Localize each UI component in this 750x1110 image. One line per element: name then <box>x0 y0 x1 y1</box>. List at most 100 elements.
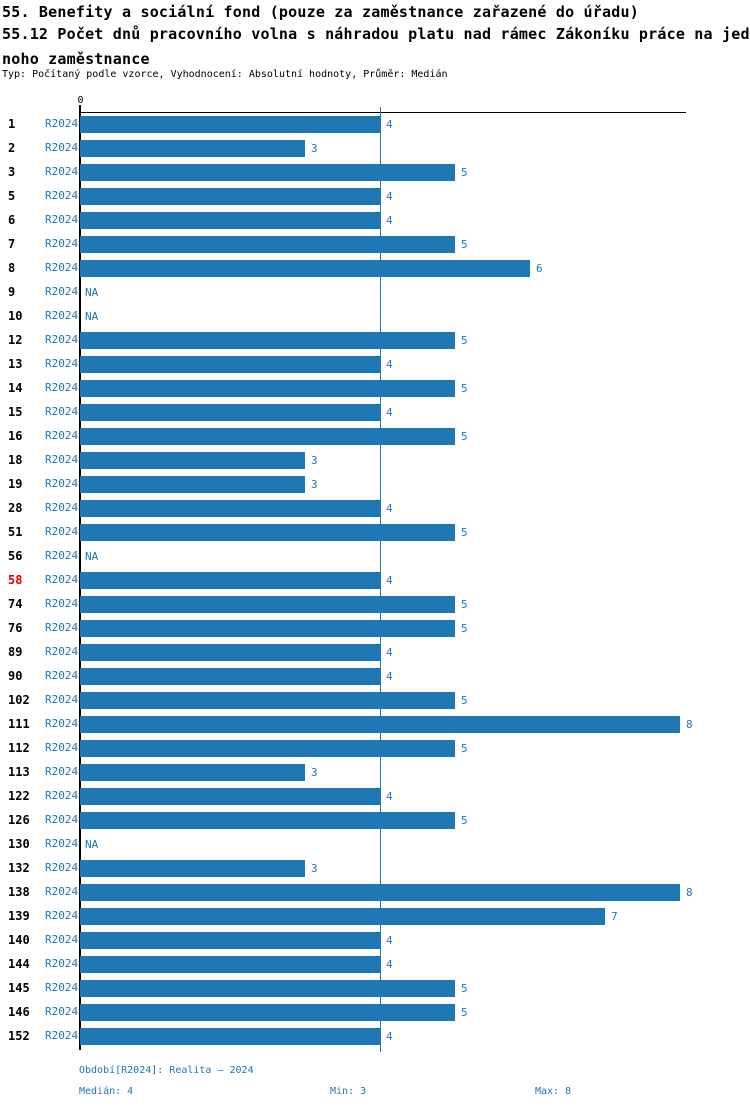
row-series-label: R2024 <box>45 957 79 970</box>
period-label: Období[R2024]: Realita – 2024 <box>79 1065 254 1076</box>
row-id-label: 138 <box>8 885 30 899</box>
row-series-label: R2024 <box>45 765 79 778</box>
row-value-label: 4 <box>386 214 393 227</box>
row-bar <box>80 116 380 133</box>
row-bar <box>80 380 455 397</box>
row-id-label: 3 <box>8 165 16 179</box>
row-value-label: 5 <box>461 166 468 179</box>
row-value-label: 4 <box>386 646 393 659</box>
row-id-label: 10 <box>8 309 23 323</box>
chart-row: 28 R2024 4 <box>0 496 750 520</box>
row-series-label: R2024 <box>45 885 79 898</box>
row-bar <box>80 812 455 829</box>
row-series-label: R2024 <box>45 573 79 586</box>
row-value-label: 5 <box>461 598 468 611</box>
row-bar <box>80 956 380 973</box>
row-series-label: R2024 <box>45 285 79 298</box>
row-bar <box>80 476 305 493</box>
row-id-label: 145 <box>8 981 30 995</box>
chart-row: 132 R2024 3 <box>0 856 750 880</box>
chart-row: 74 R2024 5 <box>0 592 750 616</box>
row-bar <box>80 164 455 181</box>
row-id-label: 76 <box>8 621 23 635</box>
row-value-label: 5 <box>461 238 468 251</box>
row-bar <box>80 740 455 757</box>
row-id-label: 112 <box>8 741 30 755</box>
row-id-label: 5 <box>8 189 16 203</box>
row-value-label: 5 <box>461 742 468 755</box>
chart-row: 12 R2024 5 <box>0 328 750 352</box>
chart-row: 102 R2024 5 <box>0 688 750 712</box>
row-id-label: 18 <box>8 453 23 467</box>
median-line <box>380 107 381 1052</box>
row-value-label: 3 <box>311 142 318 155</box>
row-series-label: R2024 <box>45 933 79 946</box>
row-value-label: 4 <box>386 790 393 803</box>
chart-row: 1 R2024 4 <box>0 112 750 136</box>
chart-row: 5 R2024 4 <box>0 184 750 208</box>
chart-row: 3 R2024 5 <box>0 160 750 184</box>
row-series-label: R2024 <box>45 117 79 130</box>
row-id-label: 130 <box>8 837 30 851</box>
chart-row: 112 R2024 5 <box>0 736 750 760</box>
chart-row: 138 R2024 8 <box>0 880 750 904</box>
row-id-label: 140 <box>8 933 30 947</box>
row-bar <box>80 788 380 805</box>
row-series-label: R2024 <box>45 477 79 490</box>
chart-row: 111 R2024 8 <box>0 712 750 736</box>
row-bar <box>80 980 455 997</box>
row-series-label: R2024 <box>45 237 79 250</box>
page-subtitle-line2: noho zaměstnance <box>2 50 150 68</box>
row-id-label: 56 <box>8 549 23 563</box>
x-axis-line <box>80 112 686 113</box>
row-value-label: 4 <box>386 670 393 683</box>
row-id-label: 2 <box>8 141 16 155</box>
row-value-label: 3 <box>311 766 318 779</box>
chart-row: 146 R2024 5 <box>0 1000 750 1024</box>
row-id-label: 144 <box>8 957 30 971</box>
max-stat: Max: 8 <box>535 1086 572 1097</box>
chart-row: 122 R2024 4 <box>0 784 750 808</box>
row-value-label: NA <box>85 838 99 851</box>
row-id-label: 58 <box>8 573 23 587</box>
chart-row: 145 R2024 5 <box>0 976 750 1000</box>
row-id-label: 15 <box>8 405 23 419</box>
row-id-label: 7 <box>8 237 16 251</box>
indicator-meta-line: Typ: Počítaný podle vzorce, Vyhodnocení:… <box>2 69 448 80</box>
chart-row: 18 R2024 3 <box>0 448 750 472</box>
row-bar <box>80 884 680 901</box>
row-value-label: 7 <box>611 910 618 923</box>
chart-row: 14 R2024 5 <box>0 376 750 400</box>
chart-row: 76 R2024 5 <box>0 616 750 640</box>
page-title: 55. Benefity a sociální fond (pouze za z… <box>2 3 639 21</box>
chart-row: 51 R2024 5 <box>0 520 750 544</box>
row-value-label: 4 <box>386 958 393 971</box>
row-series-label: R2024 <box>45 597 79 610</box>
page-subtitle-line1: 55.12 Počet dnů pracovního volna s náhra… <box>2 25 750 43</box>
row-id-label: 16 <box>8 429 23 443</box>
row-series-label: R2024 <box>45 1005 79 1018</box>
row-value-label: 6 <box>536 262 543 275</box>
row-series-label: R2024 <box>45 981 79 994</box>
row-series-label: R2024 <box>45 429 79 442</box>
row-value-label: 4 <box>386 934 393 947</box>
chart-row: 2 R2024 3 <box>0 136 750 160</box>
row-value-label: 4 <box>386 358 393 371</box>
chart-row: 15 R2024 4 <box>0 400 750 424</box>
row-value-label: 3 <box>311 454 318 467</box>
min-stat: Min: 3 <box>330 1086 367 1097</box>
row-value-label: 5 <box>461 334 468 347</box>
row-id-label: 51 <box>8 525 23 539</box>
row-id-label: 13 <box>8 357 23 371</box>
row-value-label: 4 <box>386 502 393 515</box>
row-series-label: R2024 <box>45 813 79 826</box>
row-series-label: R2024 <box>45 261 79 274</box>
row-bar <box>80 500 380 517</box>
chart-row: 113 R2024 3 <box>0 760 750 784</box>
row-series-label: R2024 <box>45 717 79 730</box>
chart-row: 58 R2024 4 <box>0 568 750 592</box>
row-bar <box>80 428 455 445</box>
row-series-label: R2024 <box>45 333 79 346</box>
chart-row: 89 R2024 4 <box>0 640 750 664</box>
